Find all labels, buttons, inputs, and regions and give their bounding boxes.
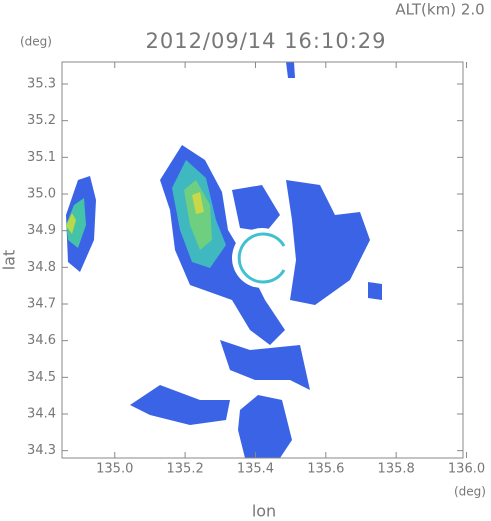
- y-tick-label: 34.9: [27, 223, 56, 238]
- y-tick-label: 34.8: [27, 260, 56, 275]
- x-tick-label: 135.6: [307, 462, 344, 477]
- y-tick-label: 34.7: [27, 297, 56, 312]
- y-tick-label: 35.3: [27, 77, 56, 92]
- x-tick-label: 135.8: [378, 462, 415, 477]
- y-tick-label: 35.2: [27, 113, 56, 128]
- x-tick-label: 135.2: [167, 462, 204, 477]
- plot-frame: [61, 61, 464, 459]
- x-unit: (deg): [454, 485, 486, 499]
- x-tick-label: 136.0: [448, 462, 485, 477]
- x-tick-label: 135.4: [237, 462, 274, 477]
- radar-echoes: [66, 62, 382, 458]
- y-tick-label: 35.1: [27, 150, 56, 165]
- x-axis-label: lon: [252, 502, 276, 521]
- y-unit: (deg): [20, 35, 52, 49]
- altitude-label: ALT(km) 2.0: [395, 1, 484, 19]
- y-tick-label: 34.6: [27, 333, 56, 348]
- chart-title: 2012/09/14 16:10:29: [145, 29, 386, 53]
- y-tick-label: 34.5: [27, 370, 56, 385]
- y-axis-label: lat: [0, 250, 19, 271]
- y-tick-label: 34.4: [27, 407, 56, 422]
- y-tick-label: 34.3: [27, 443, 56, 458]
- y-tick-label: 35.0: [27, 187, 56, 202]
- x-tick-label: 135.0: [96, 462, 133, 477]
